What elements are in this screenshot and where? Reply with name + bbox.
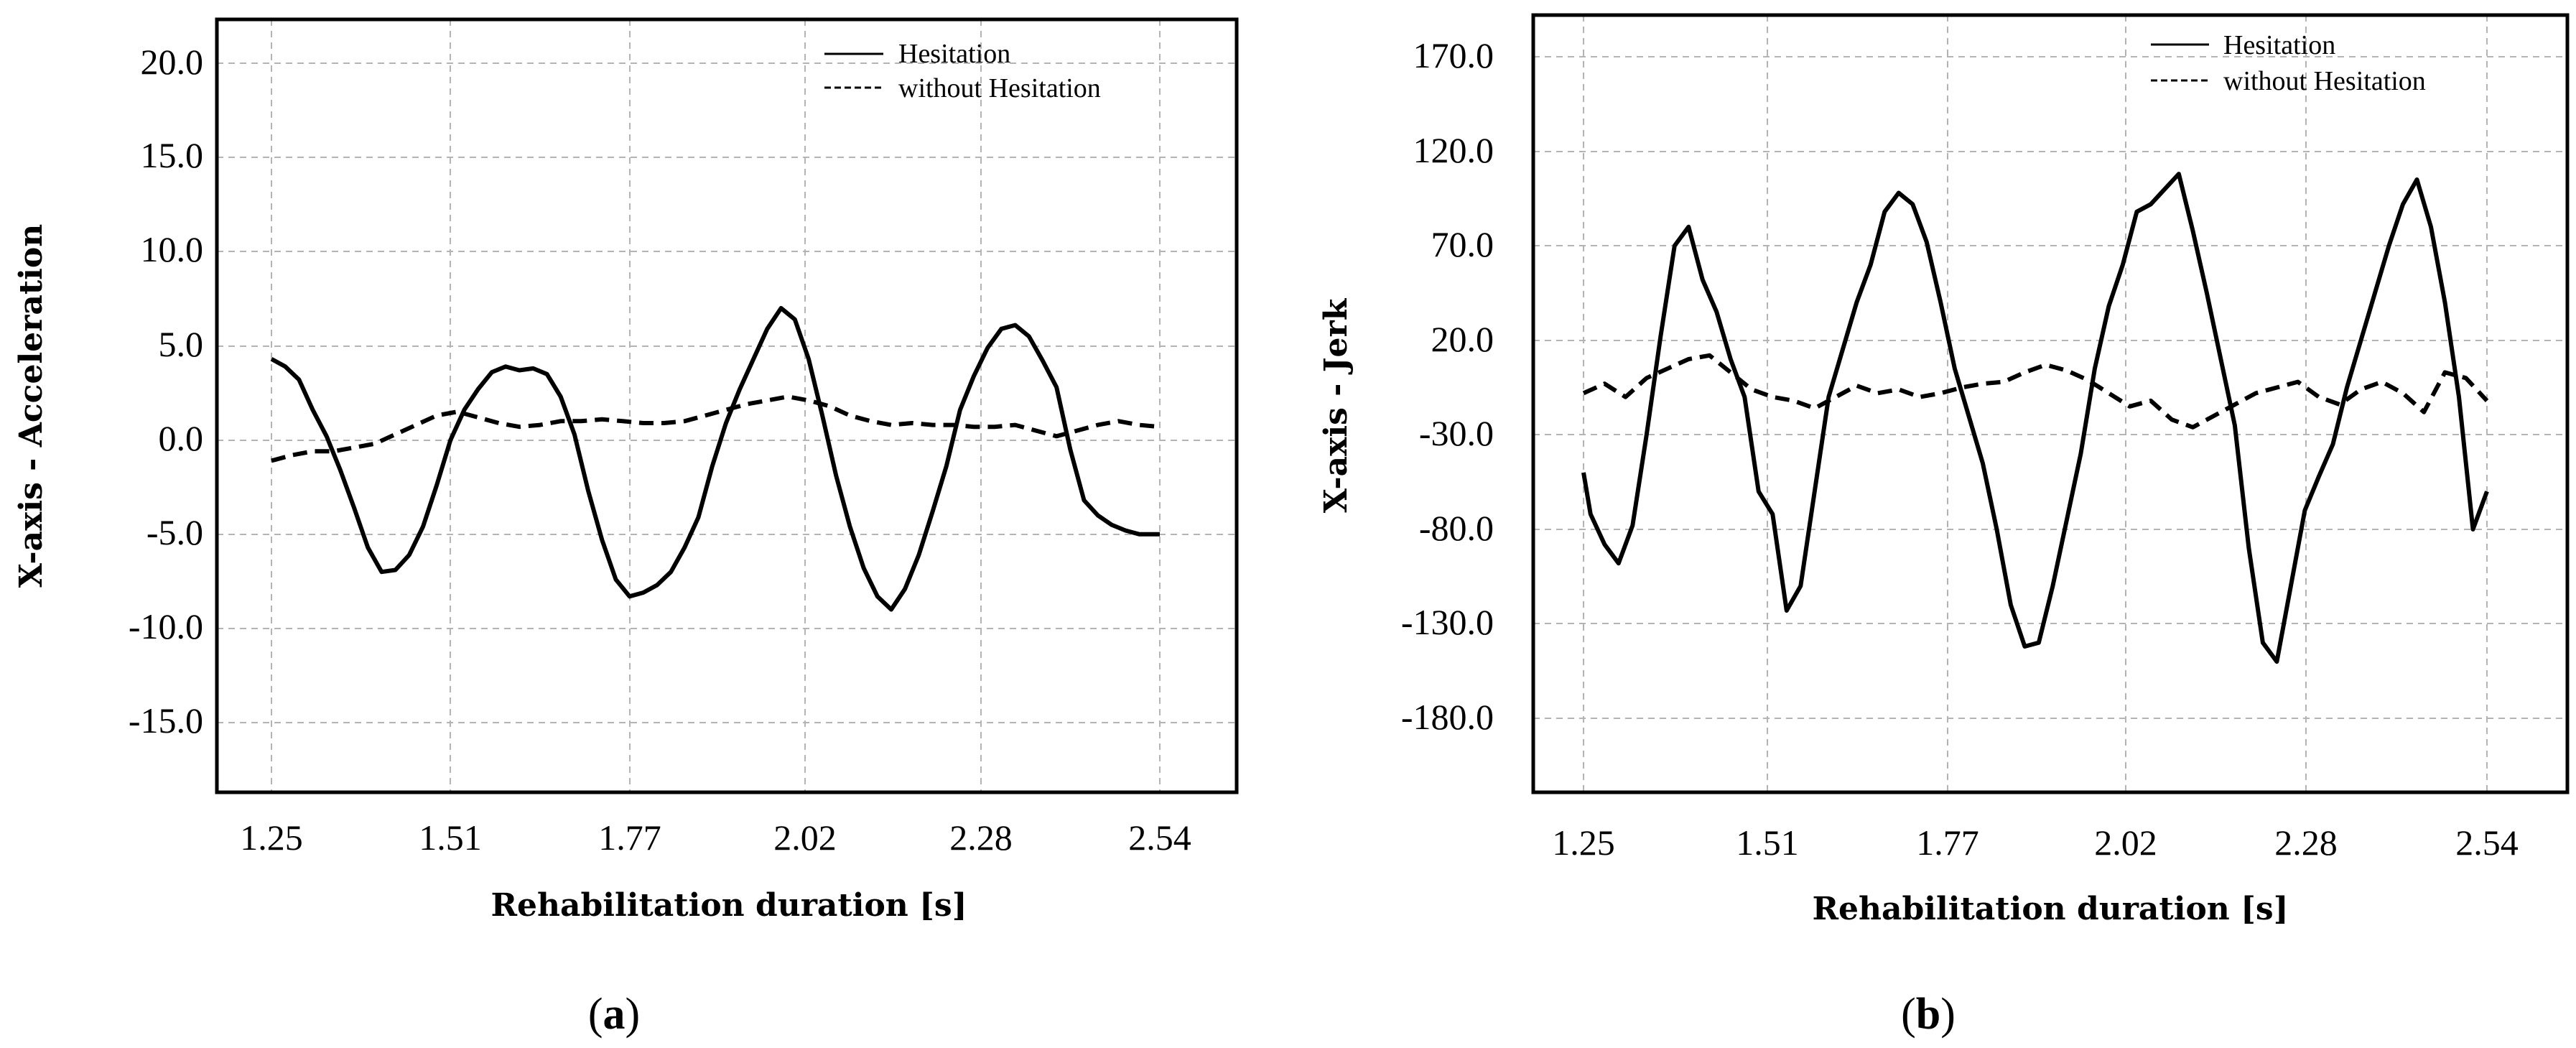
y-tick-label: 120.0	[1413, 130, 1494, 170]
y-tick-label: -5.0	[147, 512, 203, 552]
series-line-hesitation	[270, 306, 1160, 612]
panel-a-series	[270, 306, 1161, 612]
panel-a-legend: Hesitation without Hesitation	[824, 39, 1101, 103]
panel-b-legend: Hesitation without Hesitation	[2151, 30, 2426, 96]
x-tick-label: 2.28	[949, 817, 1013, 858]
panel-b-grid	[1533, 15, 2567, 792]
y-tick-label: -30.0	[1419, 413, 1494, 453]
series-line-without-hesitation	[271, 394, 1161, 463]
series-line-without-hesitation	[1582, 353, 2489, 430]
x-tick-label: 2.54	[2455, 822, 2519, 863]
x-tick-label: 2.28	[2274, 822, 2338, 863]
y-tick-label: 20.0	[1431, 319, 1494, 359]
panel-a-acceleration: 20.0 15.0 10.0 5.0 0.0 -5.0 -10.0 -15.0 …	[13, 17, 1239, 1039]
panel-b-x-tick-labels: 1.25 1.51 1.77 2.02 2.28 2.54	[1552, 822, 2519, 863]
legend-without-hesitation-label: without Hesitation	[2223, 66, 2426, 96]
panel-a-caption: (a)	[588, 990, 640, 1039]
x-tick-label: 1.51	[1736, 822, 1799, 863]
y-tick-label: 0.0	[159, 418, 204, 458]
panel-b-x-axis-title: Rehabilitation duration [s]	[1812, 891, 2288, 927]
y-tick-label: 20.0	[141, 42, 204, 82]
panel-b-jerk: 170.0 120.0 70.0 20.0 -30.0 -80.0 -130.0…	[1318, 13, 2570, 1039]
panel-a-y-tick-labels: 20.0 15.0 10.0 5.0 0.0 -5.0 -10.0 -15.0	[129, 42, 203, 741]
x-tick-label: 2.54	[1128, 817, 1191, 858]
y-tick-label: -15.0	[129, 700, 203, 741]
x-tick-label: 1.77	[598, 817, 661, 858]
panel-a-grid	[217, 19, 1237, 792]
y-tick-label: -180.0	[1401, 697, 1494, 737]
x-tick-label: 2.02	[2094, 822, 2157, 863]
legend-hesitation-label: Hesitation	[898, 39, 1010, 69]
panel-a-caption-letter: a	[603, 990, 626, 1039]
y-tick-label: 10.0	[141, 229, 204, 269]
legend-hesitation-label: Hesitation	[2223, 30, 2335, 60]
series-line-hesitation	[1581, 172, 2489, 664]
panel-b-y-axis-title: X-axis - Jerk	[1318, 297, 1354, 513]
panel-b-caption: (b)	[1901, 990, 1956, 1039]
x-tick-label: 1.51	[419, 817, 482, 858]
panel-a-y-axis-title: X-axis - Acceleration	[13, 224, 50, 588]
y-tick-label: 5.0	[159, 324, 204, 364]
panel-a-x-tick-labels: 1.25 1.51 1.77 2.02 2.28 2.54	[240, 817, 1191, 858]
legend-without-hesitation-label: without Hesitation	[898, 73, 1101, 103]
y-tick-label: 70.0	[1431, 224, 1494, 264]
y-tick-label: 170.0	[1413, 35, 1494, 75]
y-tick-label: 15.0	[141, 135, 204, 175]
x-tick-label: 1.25	[240, 817, 303, 858]
x-tick-label: 1.25	[1552, 822, 1615, 863]
y-tick-label: -10.0	[129, 606, 203, 646]
y-tick-label: -130.0	[1401, 602, 1494, 642]
panel-a-x-axis-title: Rehabilitation duration [s]	[490, 887, 967, 924]
y-tick-label: -80.0	[1419, 508, 1494, 548]
panel-b-y-tick-labels: 170.0 120.0 70.0 20.0 -30.0 -80.0 -130.0…	[1401, 35, 1494, 737]
panel-b-series	[1581, 172, 2489, 664]
x-tick-label: 2.02	[773, 817, 837, 858]
panel-a-plot-frame	[215, 17, 1239, 794]
x-tick-label: 1.77	[1916, 822, 1979, 863]
panel-b-plot-frame	[1531, 13, 2570, 794]
panel-b-caption-letter: b	[1916, 990, 1940, 1039]
